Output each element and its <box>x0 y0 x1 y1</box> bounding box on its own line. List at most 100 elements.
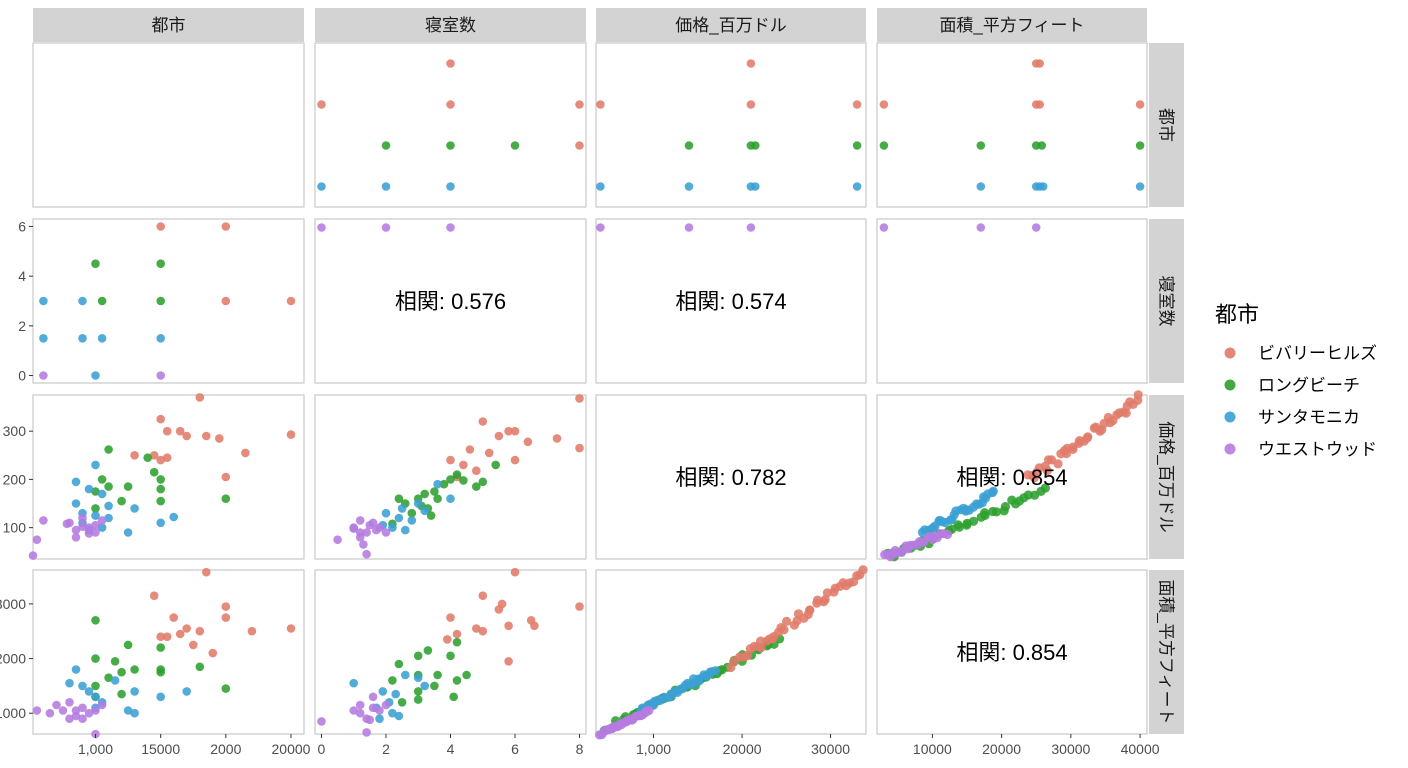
bottom-tick-label-c1-4: 8 <box>576 741 584 757</box>
point-r0-c2-9 <box>684 182 694 191</box>
point-r0-c1-10 <box>446 182 455 191</box>
point-r2-c0-50 <box>91 528 100 537</box>
point-r3-c0-23 <box>91 681 100 691</box>
panel-frame-r1-c1 <box>314 218 587 384</box>
bottom-tick-label-c2-0: 1,000 <box>636 741 671 757</box>
bottom-tick-label-c1-3: 6 <box>511 741 519 757</box>
point-r0-c3-14 <box>1038 182 1048 191</box>
left-tick-label-r2-0: 100 <box>3 520 27 536</box>
point-r3-c0-19 <box>117 667 126 677</box>
point-r1-c0-1 <box>221 222 231 231</box>
point-r3-c0-2 <box>169 613 178 622</box>
point-r0-c1-5 <box>381 141 391 150</box>
row-strip-label-3: 面積_平方フィート <box>1157 579 1176 724</box>
point-r2-c0-55 <box>84 529 94 538</box>
point-r3-c0-24 <box>117 689 126 699</box>
left-tick-label-r2-2: 300 <box>3 423 27 439</box>
point-r2-c0-8 <box>215 434 224 443</box>
point-r0-c1-8 <box>317 182 326 191</box>
point-r2-c0-38 <box>169 512 178 522</box>
point-r3-c1-30 <box>378 687 388 696</box>
panel-frame-r0-c3 <box>876 42 1148 208</box>
bottom-tick-label-c1-1: 2 <box>382 741 390 757</box>
point-r3-c0-36 <box>182 687 191 696</box>
point-r2-c0-25 <box>221 494 231 504</box>
point-r0-c3-18 <box>1031 223 1041 232</box>
correlation-label-r2-c2: 相関: 0.782 <box>675 465 786 490</box>
point-r3-c1-37 <box>394 711 404 721</box>
point-r0-c3-17 <box>976 223 986 232</box>
point-r2-c1-19 <box>430 487 439 496</box>
point-r2-c0-32 <box>71 499 81 508</box>
legend-title: 都市 <box>1215 302 1259 327</box>
point-r2-c1-7 <box>552 434 562 443</box>
point-r2-c0-30 <box>97 489 107 499</box>
row-strip-0 <box>1149 43 1184 207</box>
point-r2-c1-2 <box>510 426 520 436</box>
point-r2-c0-43 <box>39 516 48 525</box>
panel-points-r0-c3 <box>879 59 1145 232</box>
bottom-tick-label-c0-0: 1,000 <box>78 741 113 757</box>
column-strip-label-2: 価格_百万ドル <box>675 16 786 35</box>
point-r3-c1-4 <box>497 599 507 609</box>
point-r0-c2-8 <box>596 182 605 191</box>
point-r2-c0-37 <box>156 518 165 528</box>
correlation-label-r2-c3: 相関: 0.854 <box>956 465 1067 490</box>
point-r3-c0-45 <box>65 714 74 723</box>
point-r3-c1-22 <box>430 681 439 691</box>
point-r3-c1-45 <box>375 706 384 715</box>
point-r3-c0-32 <box>110 676 120 685</box>
point-r0-c3-11 <box>976 182 986 191</box>
point-r0-c2-14 <box>684 223 694 232</box>
point-r3-c0-39 <box>65 678 74 688</box>
point-r3-c0-14 <box>91 616 100 625</box>
point-r1-c0-0 <box>156 222 165 231</box>
point-r2-c0-56 <box>91 520 100 530</box>
panel-points-r3-c0 <box>32 567 296 739</box>
point-r3-c0-44 <box>52 700 61 710</box>
panel-frame-r2-c2 <box>595 394 867 560</box>
row-strip-3 <box>1149 570 1184 734</box>
point-r3-c0-6 <box>189 640 198 650</box>
point-r2-c1-6 <box>523 437 533 447</box>
point-r2-c1-37 <box>388 523 397 532</box>
point-r3-c0-13 <box>221 613 231 622</box>
point-r3-c1-48 <box>355 700 365 710</box>
point-r3-c0-26 <box>221 684 231 693</box>
point-r3-c0-18 <box>110 657 120 666</box>
point-r0-c1-6 <box>446 141 455 150</box>
point-r3-c1-1 <box>575 602 584 611</box>
point-r2-c1-52 <box>362 549 371 559</box>
legend-label-3: ウエストウッド <box>1258 440 1377 459</box>
point-r2-c3-71 <box>1053 459 1063 469</box>
point-r1-c0-14 <box>156 334 165 343</box>
point-r0-c3-5 <box>1135 100 1145 109</box>
point-r3-c0-4 <box>156 632 165 641</box>
point-r2-c0-52 <box>71 533 81 542</box>
panel-points-r0-c2 <box>596 59 862 232</box>
point-r2-c0-10 <box>241 448 250 458</box>
point-r1-c0-7 <box>156 296 165 306</box>
point-r3-c1-38 <box>413 673 423 682</box>
point-r0-c2-1 <box>746 59 756 68</box>
point-r2-c1-21 <box>446 475 455 484</box>
bottom-tick-label-c1-2: 4 <box>447 741 455 757</box>
point-r2-c0-6 <box>202 431 211 441</box>
point-r0-c2-2 <box>746 100 756 109</box>
point-r2-c0-29 <box>84 484 94 494</box>
point-r2-c0-18 <box>156 475 165 484</box>
point-r3-c2-88 <box>779 625 789 635</box>
column-strip-1 <box>315 8 586 42</box>
point-r2-c1-40 <box>394 513 404 523</box>
point-r2-c3-23 <box>991 507 1002 517</box>
point-r2-c1-15 <box>394 494 404 504</box>
point-r3-c0-12 <box>286 624 296 633</box>
panel-frame-r0-c0 <box>32 42 305 208</box>
point-r2-c1-41 <box>420 506 430 516</box>
point-r2-c0-40 <box>97 523 107 532</box>
point-r3-c2-72 <box>726 662 736 673</box>
point-r0-c1-1 <box>446 59 455 68</box>
point-r2-c0-36 <box>130 504 139 513</box>
point-r2-c0-31 <box>104 501 113 511</box>
point-r2-c1-48 <box>333 535 342 544</box>
